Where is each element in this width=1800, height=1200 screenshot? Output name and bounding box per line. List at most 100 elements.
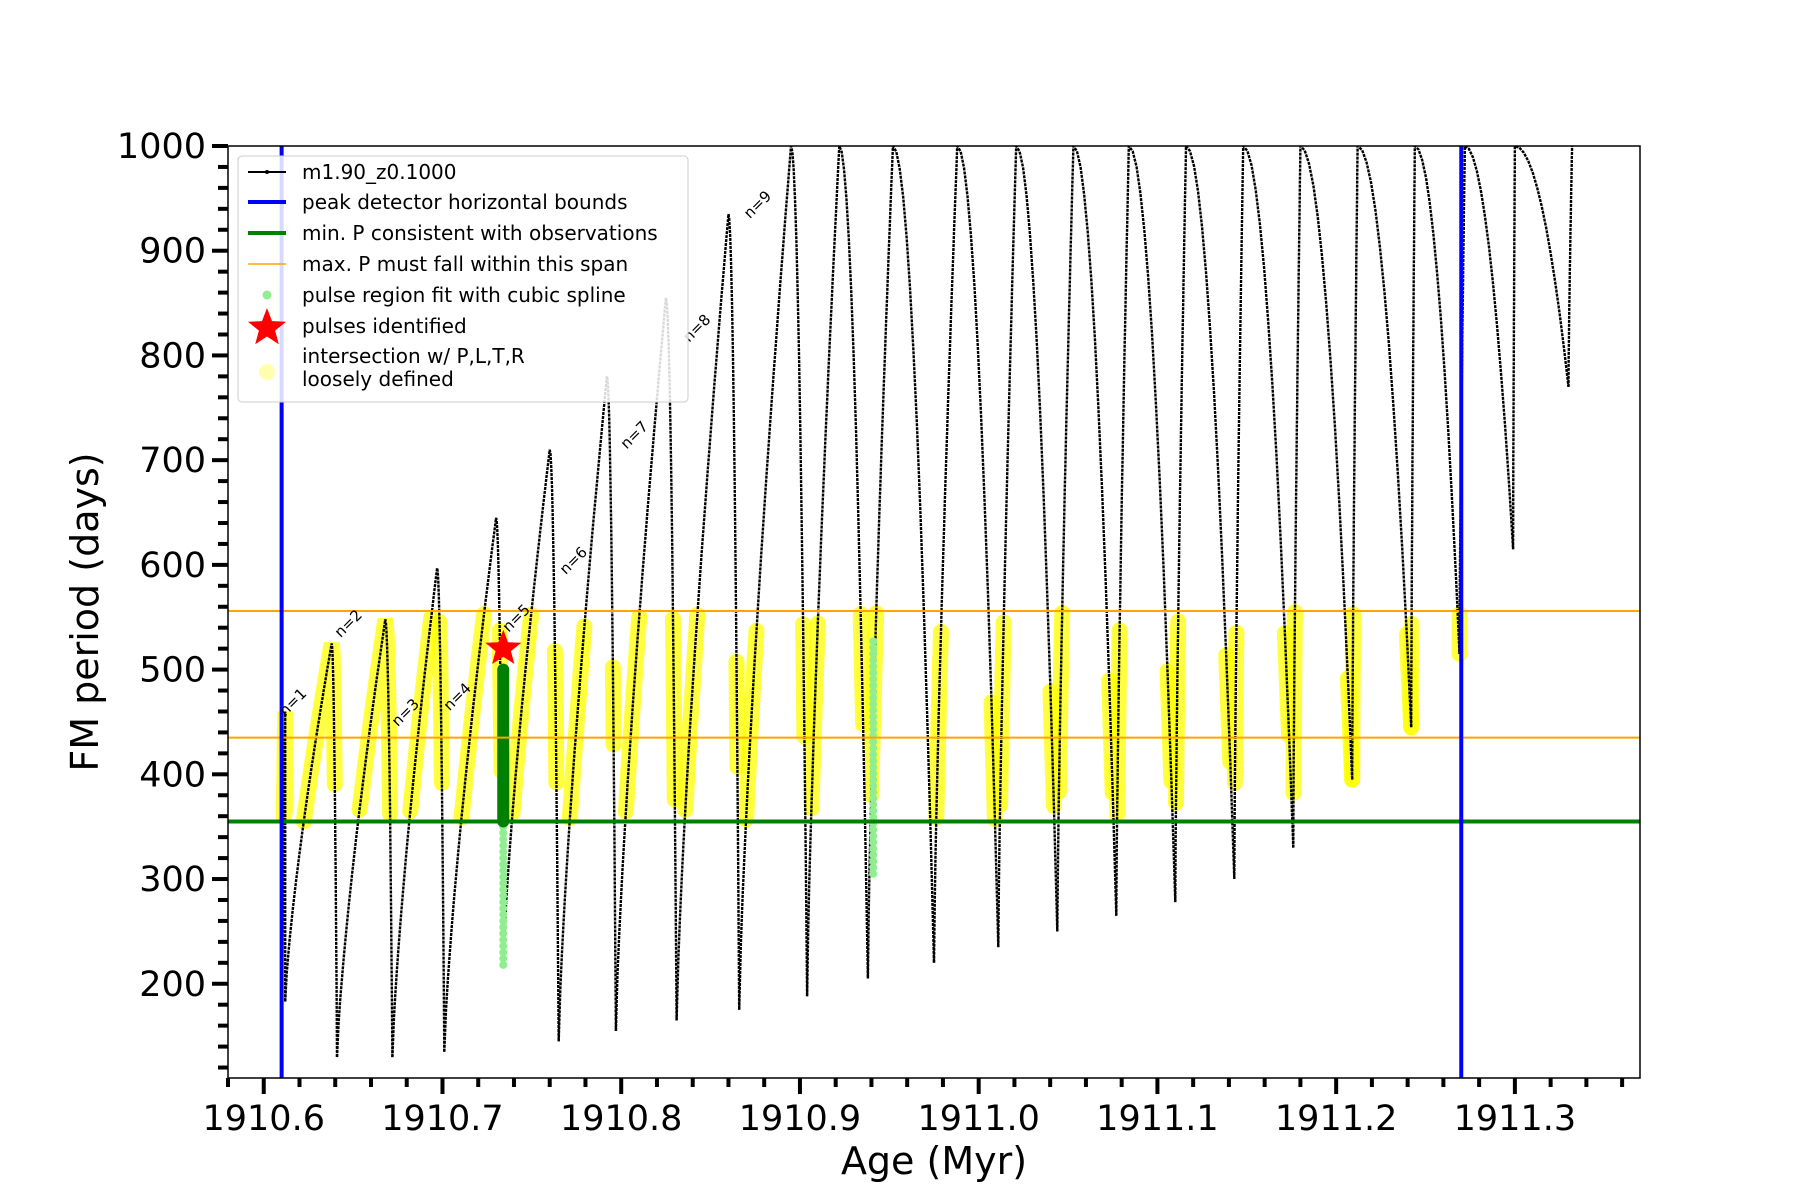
spline-point — [499, 841, 508, 850]
spline-point — [869, 637, 878, 646]
spline-point — [499, 828, 508, 837]
spline-point — [499, 916, 508, 925]
spline-point — [869, 800, 878, 809]
plot-frame — [227, 145, 1641, 1079]
spline-point — [869, 869, 878, 878]
curve-pulse — [997, 146, 1059, 948]
curve-pulse — [866, 146, 936, 979]
spline-point — [869, 693, 878, 702]
spline-point — [869, 681, 878, 690]
curve-pulse — [1458, 146, 1515, 654]
spline-point — [499, 948, 508, 957]
spline-point — [869, 750, 878, 759]
spline-point — [869, 719, 878, 728]
spline-point — [869, 712, 878, 721]
y-tick-label: 300 — [139, 860, 206, 900]
spline-point — [869, 844, 878, 853]
x-tick-label: 1911.3 — [1454, 1099, 1576, 1139]
y-tick-label: 600 — [139, 546, 206, 586]
x-axis-title: Age (Myr) — [841, 1139, 1027, 1183]
spline-point — [869, 825, 878, 834]
spline-point — [499, 929, 508, 938]
spline-point — [499, 854, 508, 863]
y-tick-label: 800 — [139, 336, 206, 376]
spline-point — [869, 813, 878, 822]
x-tick-label: 1911.0 — [917, 1099, 1039, 1139]
curve-pulse — [1567, 146, 1574, 387]
legend-label: m1.90_z0.1000 — [302, 160, 457, 184]
horizontal-lines — [228, 609, 1640, 824]
spline-point — [869, 788, 878, 797]
spline-point — [869, 769, 878, 778]
spline-point — [869, 857, 878, 866]
spline-point — [869, 775, 878, 784]
curve-pulse — [1410, 146, 1461, 728]
spline-point — [869, 656, 878, 665]
spline-point — [869, 675, 878, 684]
legend-label: max. P must fall within this span — [302, 252, 628, 276]
spline-point — [499, 885, 508, 894]
legend-handle-circle — [259, 364, 275, 380]
pulses-identified-markers — [485, 629, 522, 664]
curve-pulse — [443, 517, 505, 1052]
legend-label: pulse region fit with cubic spline — [302, 283, 626, 307]
curve-pulse — [1292, 146, 1354, 848]
pulse-label: n=7 — [617, 417, 652, 452]
y-tick-label: 500 — [139, 651, 206, 691]
y-tick-label: 1000 — [117, 127, 206, 167]
spline-point — [869, 806, 878, 815]
y-tick-label: 900 — [139, 232, 206, 272]
curve-pulse — [1351, 146, 1413, 780]
spline-point — [499, 835, 508, 844]
legend-label: loosely defined — [302, 367, 454, 391]
spline-point — [869, 662, 878, 671]
curve-pulse — [391, 567, 446, 1058]
period-curve — [280, 146, 1574, 1073]
legend-label: min. P consistent with observations — [302, 221, 658, 245]
pulse-label: n=9 — [740, 187, 775, 222]
spline-point — [499, 860, 508, 869]
spline-point — [499, 891, 508, 900]
spline-point — [499, 904, 508, 913]
spline-point — [869, 794, 878, 803]
curve-pulse — [675, 213, 741, 1021]
legend-label: peak detector horizontal bounds — [302, 190, 628, 214]
x-tick-label: 1910.6 — [203, 1099, 325, 1139]
curve-pulse — [738, 146, 809, 1010]
spline-point — [869, 668, 878, 677]
spline-point — [869, 687, 878, 696]
spline-point — [869, 762, 878, 771]
legend-handle-dot — [265, 170, 269, 174]
spline-fit-points — [497, 637, 878, 969]
legend-label: pulses identified — [302, 314, 467, 338]
spline-point — [499, 935, 508, 944]
spline-point — [869, 850, 878, 859]
spline-point — [499, 910, 508, 919]
curve-pulse — [1056, 146, 1118, 932]
spline-point — [869, 725, 878, 734]
spline-point — [499, 879, 508, 888]
y-tick-label: 400 — [139, 755, 206, 795]
x-tick-label: 1911.2 — [1275, 1099, 1397, 1139]
spline-point — [869, 756, 878, 765]
curve-pulse — [1115, 146, 1177, 916]
spline-point — [499, 866, 508, 875]
spline-point — [499, 847, 508, 856]
spline-point — [869, 649, 878, 658]
spline-point — [499, 923, 508, 932]
intersection-highlight — [351, 617, 399, 822]
y-tick-label: 200 — [139, 965, 206, 1005]
curve-pulse — [335, 619, 394, 1058]
spline-point — [869, 863, 878, 872]
x-tick-label: 1911.1 — [1096, 1099, 1218, 1139]
x-tick-label: 1910.8 — [560, 1099, 682, 1139]
spline-point — [869, 737, 878, 746]
curve-pulse — [1511, 146, 1570, 550]
axes: 1910.6 1910.7 1910.8 1910.9 1911.0 1911.1 1911… — [117, 127, 1625, 1139]
spline-point — [499, 960, 508, 969]
spline-point — [869, 781, 878, 790]
legend-handle-dot — [262, 290, 272, 300]
spline-point — [499, 942, 508, 951]
spline-point — [869, 643, 878, 652]
